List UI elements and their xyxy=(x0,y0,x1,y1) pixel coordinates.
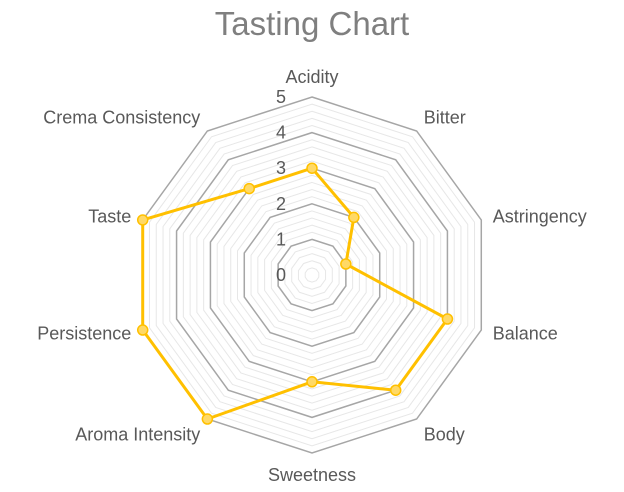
category-label: Balance xyxy=(493,324,558,344)
major-grid-ring-4 xyxy=(175,131,449,419)
category-label: Body xyxy=(424,425,465,445)
minor-grid-ring xyxy=(304,267,320,283)
minor-grid-ring xyxy=(148,103,476,447)
minor-grid-ring xyxy=(257,217,367,333)
category-label: Acidity xyxy=(285,67,338,87)
series-point xyxy=(136,324,149,336)
minor-grid-ring xyxy=(169,124,455,426)
minor-grid-ring xyxy=(264,224,360,326)
minor-grid-ring xyxy=(291,253,333,297)
category-label: Sweetness xyxy=(268,465,356,485)
series-point xyxy=(201,413,214,425)
chart-title: Tasting Chart xyxy=(214,5,410,42)
series-group xyxy=(136,162,454,425)
major-grid-ring-2 xyxy=(243,203,381,347)
minor-grid-ring xyxy=(196,153,428,397)
tick-labels: 0 1 2 3 4 5 xyxy=(276,87,286,285)
minor-grid-ring xyxy=(284,245,340,305)
tick-label: 2 xyxy=(276,194,286,214)
minor-grid-ring xyxy=(162,117,462,433)
minor-grid-ring xyxy=(230,189,394,361)
minor-grid-ring xyxy=(203,160,421,390)
series-point xyxy=(348,211,360,224)
series-point xyxy=(306,376,318,388)
category-label: Persistence xyxy=(37,324,131,344)
category-label: Astringency xyxy=(493,206,587,226)
major-grid-ring-5 xyxy=(141,96,483,454)
category-label: Aroma Intensity xyxy=(75,425,200,445)
minor-grid-ring xyxy=(297,260,327,290)
series-point xyxy=(306,162,318,174)
major-grid-ring-1 xyxy=(277,238,347,312)
tick-label: 5 xyxy=(276,87,286,107)
minor-grid-ring xyxy=(237,196,387,354)
category-label: Bitter xyxy=(424,107,466,127)
minor-grid xyxy=(148,103,476,447)
series-point xyxy=(389,384,402,396)
series-point xyxy=(243,182,255,195)
minor-grid-ring xyxy=(223,181,401,369)
minor-grid-ring xyxy=(182,139,442,411)
series-point xyxy=(441,313,454,325)
tick-label: 4 xyxy=(276,123,286,143)
tick-label: 3 xyxy=(276,158,286,178)
series-point xyxy=(340,258,352,270)
axis-labels: Acidity Bitter Astringency Balance Body Sweet… xyxy=(37,67,586,485)
major-grid-ring-3 xyxy=(209,167,415,383)
category-label: Crema Consistency xyxy=(43,107,200,127)
minor-grid-ring xyxy=(155,110,469,440)
category-label: Taste xyxy=(88,206,131,226)
minor-grid-ring xyxy=(189,146,435,404)
minor-grid-ring xyxy=(216,174,408,376)
tick-label: 1 xyxy=(276,229,286,249)
minor-grid-ring xyxy=(250,210,374,340)
series-point xyxy=(136,214,149,226)
tick-label: 0 xyxy=(276,265,286,285)
